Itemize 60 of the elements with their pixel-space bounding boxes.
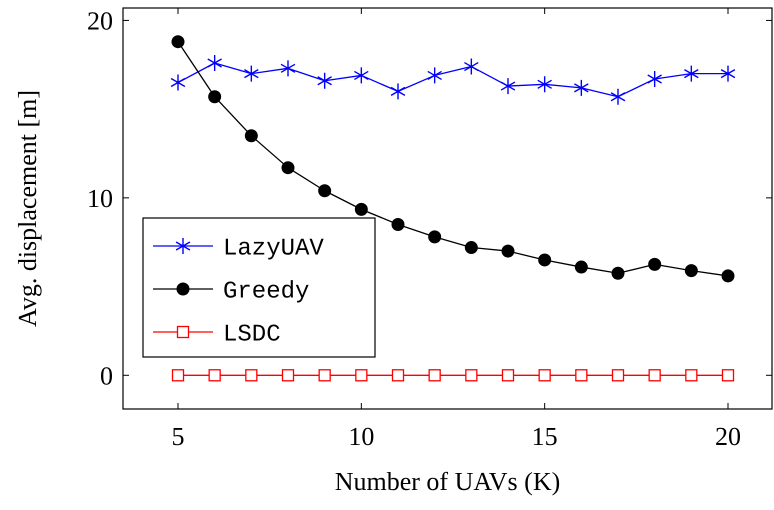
point [722,369,734,382]
point [208,369,221,382]
point [244,64,259,82]
point [282,369,294,382]
point [465,369,478,382]
point [280,60,296,78]
point [538,253,552,266]
x-tick-label: 20 [715,422,741,451]
point [172,369,184,382]
point [538,369,551,382]
legend-label: Greedy [223,278,310,306]
point [245,369,258,382]
point [537,76,552,93]
point [390,82,406,100]
legend-label: LSDC [223,321,281,348]
point [355,369,368,382]
point [720,64,736,82]
point [318,369,331,382]
legend-label: LazyUAV [223,235,324,262]
x-tick-label: 15 [532,422,558,451]
point [685,369,698,382]
point [427,66,442,84]
point [318,184,332,198]
point [428,369,441,382]
point [684,264,698,278]
point [170,74,186,92]
y-tick-label: 20 [87,6,113,36]
point [684,64,699,82]
point [207,54,222,72]
point [500,77,516,95]
point [722,269,734,282]
point [502,369,514,382]
point [208,90,222,104]
point [282,161,294,174]
point [428,230,442,244]
point [612,369,624,382]
point [647,70,662,88]
y-axis-title: Avg. displacement [m] [13,90,42,328]
point [354,66,369,84]
y-tick-label: 0 [100,361,113,390]
point [354,202,368,216]
point [172,35,184,48]
x-tick-label: 5 [172,422,184,451]
point [317,72,332,90]
point [502,244,514,258]
x-tick-label: 10 [348,422,374,451]
point [648,369,661,382]
x-axis-title: Number of UAVs (K) [334,467,560,496]
point [392,369,404,382]
point [612,266,624,280]
point [574,260,588,274]
point [648,258,662,271]
point [610,88,626,106]
y-tick-label: 10 [87,184,113,213]
point [464,58,479,76]
point [574,79,589,97]
point [575,369,588,382]
point [244,129,258,142]
point [392,218,404,231]
point [464,241,478,254]
